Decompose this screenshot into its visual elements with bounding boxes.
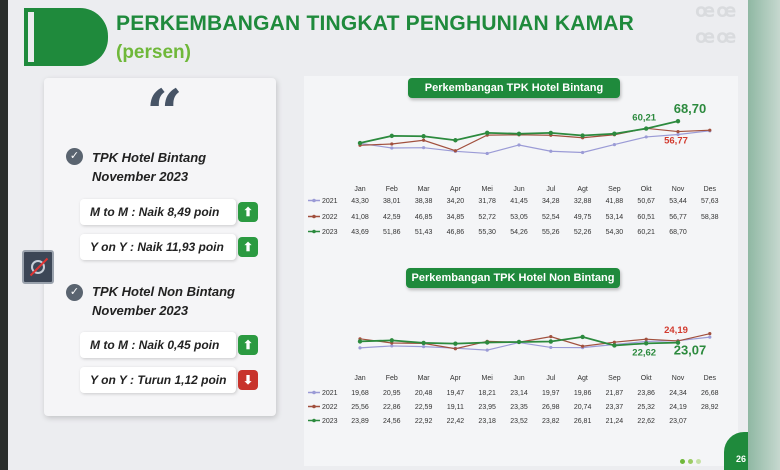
section-title-bintang-line1: TPK Hotel Bintang bbox=[92, 150, 207, 165]
arrow-up-icon: ⬆ bbox=[238, 202, 258, 222]
background-strip bbox=[748, 0, 780, 470]
section-title-bintang-line2: November 2023 bbox=[92, 169, 189, 184]
page-title: PERKEMBANGAN TINGKAT PENGHUNIAN KAMAR bbox=[116, 12, 635, 35]
page-number: 26 bbox=[724, 432, 748, 470]
bintang-mtm-pill: M to M : Naik 8,49 poin bbox=[80, 199, 236, 225]
section-title-bintang: TPK Hotel Bintang November 2023 bbox=[92, 148, 206, 186]
non-bintang-mtm-pill: M to M : Naik 0,45 poin bbox=[80, 332, 236, 358]
section-title-non-bintang-line1: TPK Hotel Non Bintang bbox=[92, 284, 235, 299]
check-circle-icon: ✓ bbox=[66, 148, 83, 165]
non-bintang-yoy-pill: Y on Y : Turun 1,12 poin bbox=[80, 367, 236, 393]
page-subtitle: (persen) bbox=[116, 42, 191, 63]
chart-title-bintang: Perkembangan TPK Hotel Bintang bbox=[408, 78, 620, 98]
quote-mark-icon: “ bbox=[146, 76, 183, 151]
media-ring bbox=[31, 260, 45, 274]
arrow-up-icon: ⬆ bbox=[238, 335, 258, 355]
footer-dot bbox=[696, 459, 701, 464]
chart-title-non-bintang: Perkembangan TPK Hotel Non Bintang bbox=[406, 268, 620, 288]
arrow-up-icon: ⬆ bbox=[238, 237, 258, 257]
footer-dot bbox=[688, 459, 693, 464]
arrow-down-icon: ⬇ bbox=[238, 370, 258, 390]
section-title-non-bintang-line2: November 2023 bbox=[92, 303, 189, 318]
decorative-pattern-icon: ꟹꟹ ꟹꟹ bbox=[695, 0, 738, 59]
bintang-yoy-pill: Y on Y : Naik 11,93 poin bbox=[80, 234, 236, 260]
check-circle-icon: ✓ bbox=[66, 284, 83, 301]
brand-block bbox=[24, 8, 108, 66]
brand-stripe bbox=[28, 12, 34, 62]
disabled-media-icon[interactable] bbox=[22, 250, 54, 284]
section-title-non-bintang: TPK Hotel Non Bintang November 2023 bbox=[92, 282, 235, 320]
footer-dot bbox=[680, 459, 685, 464]
slide: PERKEMBANGAN TINGKAT PENGHUNIAN KAMAR (p… bbox=[8, 0, 748, 470]
footer-dots bbox=[680, 451, 704, 469]
